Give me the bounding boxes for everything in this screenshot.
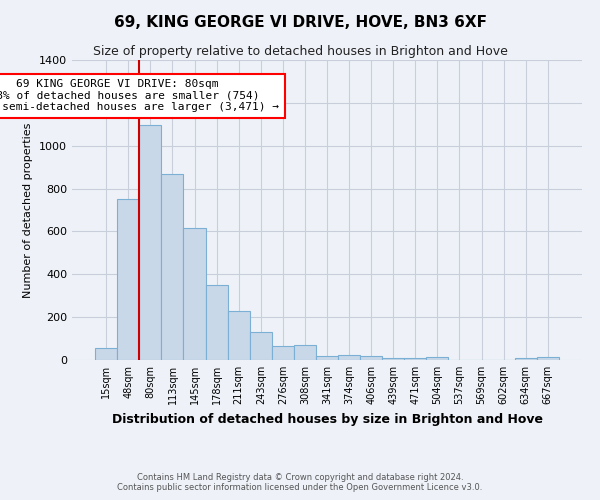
Bar [360,356,382,360]
Bar [117,200,139,360]
Bar [250,332,272,360]
Bar [161,174,184,360]
Bar [427,358,448,360]
Bar [95,348,117,360]
Bar [272,346,294,360]
Text: 69, KING GEORGE VI DRIVE, HOVE, BN3 6XF: 69, KING GEORGE VI DRIVE, HOVE, BN3 6XF [113,15,487,30]
Bar [227,310,250,360]
Bar [184,228,206,360]
Bar [382,358,404,360]
Bar [338,354,360,360]
Text: 69 KING GEORGE VI DRIVE: 80sqm
← 18% of detached houses are smaller (754)
81% of: 69 KING GEORGE VI DRIVE: 80sqm ← 18% of … [0,80,279,112]
Bar [139,126,161,360]
Y-axis label: Number of detached properties: Number of detached properties [23,122,34,298]
Bar [206,285,227,360]
Text: Size of property relative to detached houses in Brighton and Hove: Size of property relative to detached ho… [92,45,508,58]
Text: Contains HM Land Registry data © Crown copyright and database right 2024.
Contai: Contains HM Land Registry data © Crown c… [118,473,482,492]
Bar [515,358,537,360]
Bar [316,356,338,360]
X-axis label: Distribution of detached houses by size in Brighton and Hove: Distribution of detached houses by size … [112,412,542,426]
Bar [294,345,316,360]
Bar [537,358,559,360]
Bar [404,358,427,360]
